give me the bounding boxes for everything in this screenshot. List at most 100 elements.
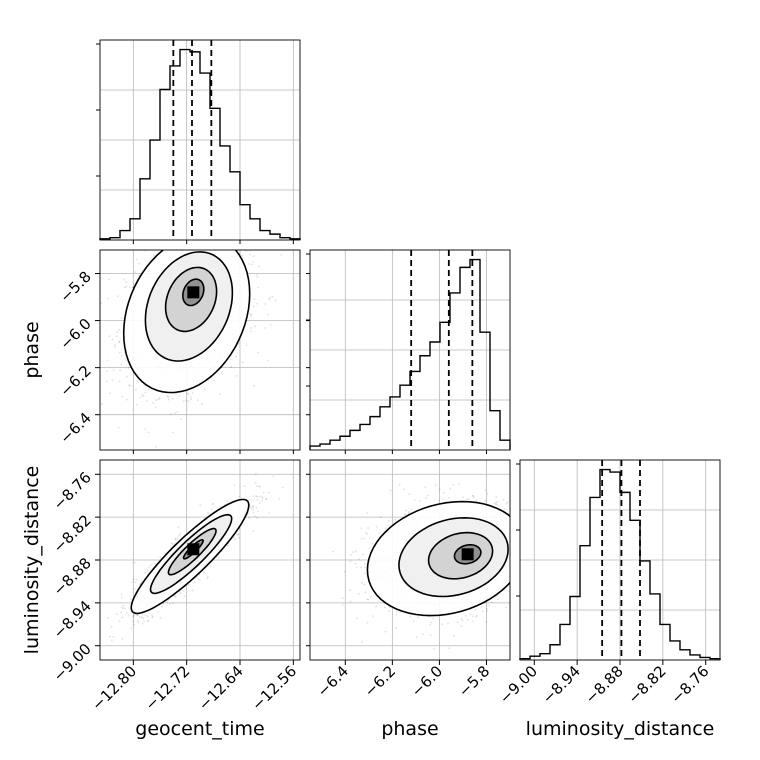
sample-point <box>453 634 455 637</box>
sample-point <box>389 489 392 492</box>
sample-point <box>237 533 240 536</box>
sample-point <box>153 254 156 257</box>
sample-point <box>442 491 445 494</box>
sample-point <box>460 617 463 620</box>
sample-point <box>128 384 131 387</box>
sample-point <box>230 244 232 246</box>
sample-point <box>164 552 166 555</box>
sample-point <box>510 532 512 534</box>
sample-point <box>173 197 175 199</box>
sample-point <box>395 611 398 613</box>
sample-point <box>536 583 538 585</box>
sample-point <box>358 592 360 595</box>
sample-point <box>194 225 196 227</box>
sample-point <box>361 641 364 643</box>
sample-point <box>269 324 272 326</box>
sample-point <box>196 399 199 402</box>
sample-point <box>136 614 139 617</box>
sample-point <box>120 606 123 609</box>
sample-point <box>523 545 525 547</box>
sample-point <box>127 366 130 369</box>
sample-point <box>158 396 161 399</box>
sample-point <box>226 544 229 547</box>
x-tick-label: −5.8 <box>455 662 493 700</box>
sample-point <box>236 231 238 233</box>
sample-point <box>251 498 254 501</box>
sample-point <box>183 595 186 598</box>
sample-point <box>201 248 203 250</box>
sample-point <box>256 302 258 305</box>
sample-point <box>209 564 212 567</box>
sample-point <box>513 591 515 593</box>
density-peak <box>461 548 474 561</box>
sample-point <box>131 581 133 584</box>
sample-point <box>231 244 233 246</box>
sample-point <box>361 581 363 584</box>
x-axis-label-phase: phase <box>381 718 438 740</box>
y-tick-label: −6.4 <box>56 409 94 447</box>
sample-point <box>135 403 138 406</box>
sample-point <box>261 495 264 498</box>
sample-point <box>462 496 464 499</box>
sample-point <box>119 369 122 372</box>
sample-point <box>243 485 246 488</box>
sample-point <box>255 495 258 497</box>
histogram-step <box>519 468 721 660</box>
sample-point <box>248 499 251 501</box>
sample-point <box>231 247 233 249</box>
sample-point <box>169 603 171 606</box>
x-tick-label: −12.72 <box>142 662 194 714</box>
sample-point <box>177 534 180 537</box>
sample-point <box>249 313 252 316</box>
sample-point <box>212 198 214 200</box>
sample-point <box>148 566 150 569</box>
histogram-step <box>99 48 301 240</box>
sample-point <box>512 570 514 572</box>
sample-point <box>241 361 244 364</box>
sample-point <box>486 609 488 612</box>
sample-point <box>364 591 367 594</box>
sample-point <box>502 498 505 501</box>
sample-point <box>442 498 445 501</box>
sample-point <box>175 393 178 396</box>
sample-point <box>513 580 515 582</box>
sample-point <box>521 554 523 556</box>
sample-point <box>512 499 514 501</box>
sample-point <box>360 566 362 569</box>
sample-point <box>170 542 173 545</box>
sample-point <box>226 499 229 502</box>
sample-point <box>516 601 518 603</box>
sample-point <box>264 327 266 329</box>
sample-point <box>360 538 363 540</box>
sample-point <box>472 494 475 497</box>
y-tick-label: −8.94 <box>50 597 95 642</box>
sample-point <box>237 533 239 536</box>
sample-point <box>207 512 210 515</box>
sample-point <box>120 611 123 614</box>
sample-point <box>532 583 534 585</box>
sample-point <box>241 242 243 244</box>
sample-point <box>121 395 124 398</box>
sample-point <box>384 630 387 633</box>
sample-point <box>253 384 256 387</box>
sample-point <box>475 615 478 618</box>
sample-point <box>134 271 137 273</box>
sample-point <box>203 242 205 244</box>
sample-point <box>250 507 253 510</box>
sample-point <box>249 315 252 318</box>
sample-point <box>174 218 176 220</box>
sample-point <box>341 603 344 606</box>
sample-point <box>274 299 277 302</box>
sample-point <box>252 505 255 508</box>
sample-point <box>461 619 464 622</box>
sample-point <box>206 575 209 578</box>
sample-point <box>255 473 257 475</box>
histogram-panel-geocent_time <box>96 39 301 241</box>
sample-point <box>408 510 411 513</box>
sample-point <box>198 579 201 581</box>
sample-point <box>265 498 268 501</box>
sample-point <box>362 553 364 556</box>
sample-point <box>472 496 475 499</box>
sample-point <box>363 583 366 586</box>
sample-point <box>155 399 157 402</box>
